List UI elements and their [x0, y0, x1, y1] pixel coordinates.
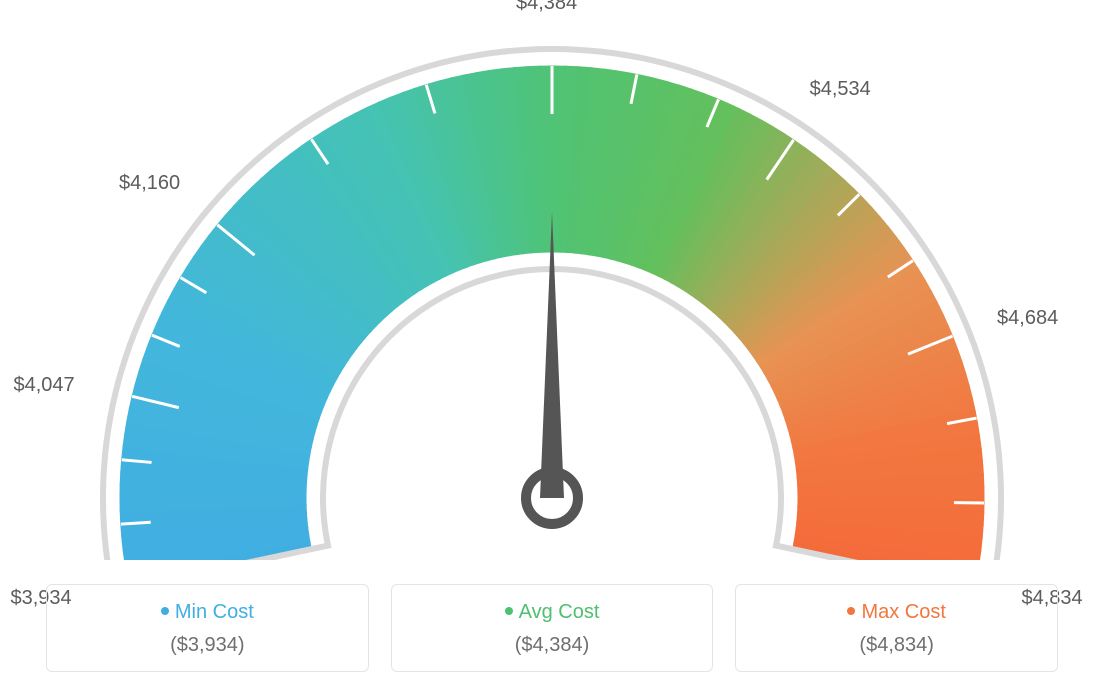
gauge-tick-label: $4,160	[119, 172, 180, 195]
legend-dot-max	[847, 607, 855, 615]
legend-value-min: ($3,934)	[57, 634, 358, 657]
gauge-tick-label: $4,047	[13, 374, 74, 397]
legend-label-max: Max Cost	[861, 601, 945, 623]
legend-value-avg: ($4,384)	[402, 634, 703, 657]
cost-gauge-container: $3,934$4,047$4,160$4,384$4,534$4,684$4,8…	[0, 0, 1104, 690]
legend-value-max: ($4,834)	[746, 634, 1047, 657]
legend-card-min: Min Cost ($3,934)	[46, 584, 369, 672]
legend-card-avg: Avg Cost ($4,384)	[391, 584, 714, 672]
legend-dot-avg	[505, 607, 513, 615]
legend-card-max: Max Cost ($4,834)	[735, 584, 1058, 672]
legend-title-avg: Avg Cost	[402, 601, 703, 624]
gauge-chart: $3,934$4,047$4,160$4,384$4,534$4,684$4,8…	[0, 0, 1104, 560]
legend-title-max: Max Cost	[746, 601, 1047, 624]
gauge-tick-label: $4,684	[997, 307, 1058, 330]
legend-label-avg: Avg Cost	[519, 601, 600, 623]
gauge-tick-label: $4,534	[810, 78, 871, 101]
legend-row: Min Cost ($3,934) Avg Cost ($4,384) Max …	[46, 584, 1058, 672]
legend-dot-min	[161, 607, 169, 615]
legend-title-min: Min Cost	[57, 601, 358, 624]
gauge-tick-label: $4,384	[516, 0, 577, 15]
gauge-svg	[0, 0, 1104, 560]
legend-label-min: Min Cost	[175, 601, 254, 623]
